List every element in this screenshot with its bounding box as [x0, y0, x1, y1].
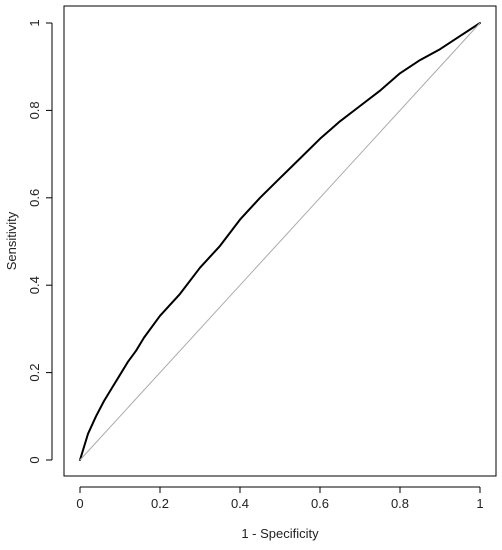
- y-tick-label: 0: [27, 456, 42, 463]
- x-tick-label: 0.8: [391, 496, 409, 511]
- series-layer: [79, 22, 481, 461]
- y-tick-label: 1: [27, 19, 42, 26]
- x-tick-label: 0: [76, 496, 83, 511]
- x-axis: 0 0.2 0.4 0.6 0.8 1: [76, 486, 484, 511]
- y-tick-label: 0.2: [27, 364, 42, 382]
- x-tick-label: 0.2: [151, 496, 169, 511]
- diagonal-reference-line: [79, 22, 481, 461]
- y-axis: 0 0.2 0.4 0.6 0.8 1: [27, 19, 53, 464]
- x-tick-label: 0.6: [311, 496, 329, 511]
- y-tick-label: 0.6: [27, 189, 42, 207]
- x-tick-label: 1: [476, 496, 483, 511]
- y-tick-label: 0.4: [27, 276, 42, 294]
- x-tick-label: 0.4: [231, 496, 249, 511]
- plot-frame: [63, 5, 497, 477]
- y-tick-label: 0.8: [27, 101, 42, 119]
- y-axis-title: Sensitivity: [4, 211, 19, 270]
- roc-curve-line: [79, 22, 481, 461]
- x-axis-title: 1 - Specificity: [241, 526, 319, 541]
